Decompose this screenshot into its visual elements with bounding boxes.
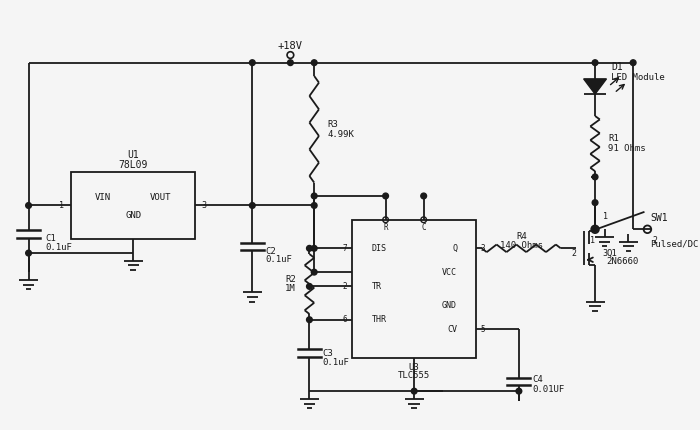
Circle shape (249, 60, 256, 65)
Text: THR: THR (371, 315, 386, 324)
Circle shape (592, 60, 598, 65)
Text: VCC: VCC (442, 267, 457, 276)
Circle shape (592, 227, 598, 232)
Text: 0.1uF: 0.1uF (265, 255, 293, 264)
Text: 0.01UF: 0.01UF (532, 385, 564, 394)
Text: 3: 3 (481, 244, 485, 253)
Circle shape (26, 250, 32, 256)
Text: Q1: Q1 (606, 249, 617, 258)
Bar (352, 220, 476, 358)
Text: Q: Q (452, 244, 457, 253)
Circle shape (312, 193, 317, 199)
Circle shape (412, 388, 417, 394)
Text: 1: 1 (603, 212, 608, 221)
Text: 1M: 1M (286, 284, 296, 293)
Text: 2N6660: 2N6660 (606, 257, 638, 266)
Text: 140 Ohms: 140 Ohms (500, 241, 542, 250)
Text: 7: 7 (343, 244, 347, 253)
Text: LED Module: LED Module (611, 74, 665, 83)
Text: R3: R3 (328, 120, 338, 129)
Text: 4.99K: 4.99K (328, 129, 354, 138)
Text: C4: C4 (532, 375, 543, 384)
Circle shape (312, 246, 317, 251)
Text: C: C (421, 223, 426, 232)
Bar (71, 172, 195, 239)
Text: 3: 3 (201, 201, 206, 210)
Text: 1: 1 (589, 236, 595, 245)
Text: GND: GND (442, 301, 457, 310)
Text: GND: GND (125, 211, 141, 219)
Text: 2: 2 (652, 236, 657, 245)
Circle shape (592, 174, 598, 180)
Text: SW1: SW1 (650, 213, 668, 223)
Text: C3: C3 (323, 349, 333, 358)
Text: C2: C2 (265, 247, 276, 256)
Circle shape (592, 200, 598, 206)
Text: 6: 6 (343, 315, 347, 324)
Circle shape (26, 203, 32, 209)
Text: 5: 5 (481, 325, 485, 334)
Text: +18V: +18V (278, 40, 303, 51)
Circle shape (421, 193, 426, 199)
Text: 78L09: 78L09 (118, 160, 148, 169)
Text: 2: 2 (343, 282, 347, 291)
Text: R1: R1 (608, 134, 619, 143)
Circle shape (249, 203, 256, 209)
Text: 2: 2 (571, 249, 576, 258)
Circle shape (312, 60, 317, 65)
Polygon shape (584, 79, 606, 94)
Text: TR: TR (371, 282, 382, 291)
Circle shape (630, 60, 636, 65)
Text: U1: U1 (127, 150, 139, 160)
Text: C1: C1 (46, 234, 57, 243)
Circle shape (288, 60, 293, 65)
Text: R: R (384, 223, 388, 232)
Circle shape (312, 269, 317, 275)
Text: 0.1uF: 0.1uF (46, 243, 73, 252)
Text: R2: R2 (286, 275, 296, 284)
Text: 1: 1 (59, 201, 64, 210)
Text: 3: 3 (603, 249, 608, 258)
Circle shape (516, 388, 522, 394)
Text: DIS: DIS (371, 244, 386, 253)
Circle shape (307, 283, 312, 289)
Text: 91 Ohms: 91 Ohms (608, 144, 646, 153)
Text: VOUT: VOUT (150, 194, 171, 203)
Text: CV: CV (447, 325, 457, 334)
Text: Pulsed/DC: Pulsed/DC (650, 239, 699, 248)
Circle shape (312, 203, 317, 209)
Text: VIN: VIN (95, 194, 111, 203)
Text: D1: D1 (611, 62, 623, 72)
Circle shape (307, 246, 312, 251)
Circle shape (307, 317, 312, 322)
Text: R4: R4 (516, 232, 526, 241)
Circle shape (383, 193, 389, 199)
Text: 0.1uF: 0.1uF (323, 358, 349, 367)
Text: TLC555: TLC555 (398, 372, 430, 381)
Text: U3: U3 (409, 363, 419, 372)
